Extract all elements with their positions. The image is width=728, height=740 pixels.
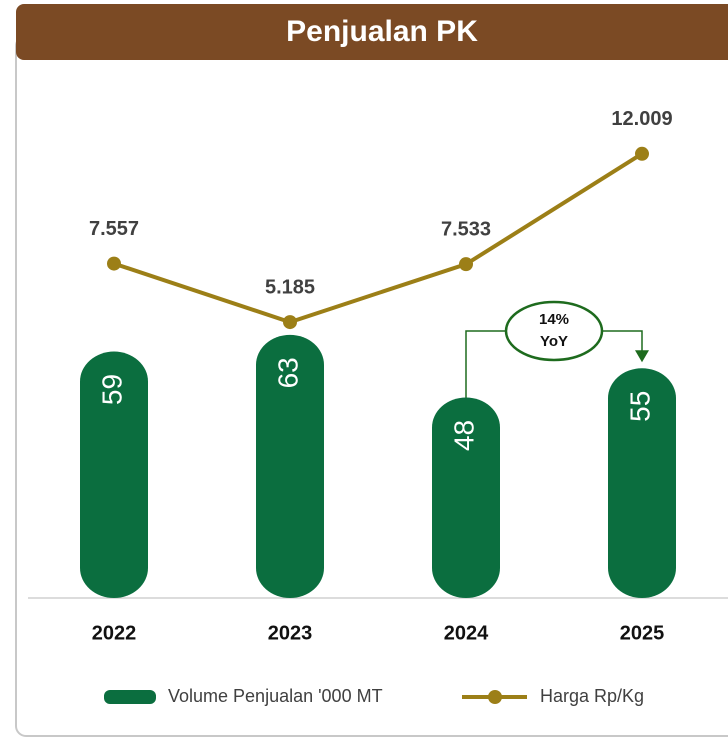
line-value-label: 12.009 [611,108,672,130]
bar [80,351,148,598]
bar-value-label: 59 [96,374,127,405]
x-tick-label: 2024 [444,622,489,644]
bar [432,397,500,598]
chart-title: Penjualan PK [286,15,478,48]
bar-value-label: 55 [624,391,655,422]
title-banner [16,4,728,60]
x-tick-label: 2023 [268,622,313,644]
line-value-label: 5.185 [265,276,315,298]
line-value-label: 7.557 [89,218,139,240]
bar-value-label: 48 [448,420,479,451]
line-marker [635,146,649,161]
bar [608,368,676,598]
line-marker [283,315,297,330]
legend-label: Harga Rp/Kg [540,686,644,706]
legend-label: Volume Penjualan '000 MT [168,686,383,706]
line-marker [459,257,473,272]
annotation-bubble [504,300,604,362]
legend-swatch-marker [488,690,502,704]
annotation-text: 14% [539,311,569,328]
annotation-arrow [635,350,649,363]
x-tick-label: 2025 [620,622,665,644]
line-value-label: 7.533 [441,218,491,240]
annotation-text: YoY [540,333,568,350]
x-tick-label: 2022 [92,622,137,644]
line [113,152,644,325]
legend-swatch [104,690,156,704]
bar-value-label: 63 [272,357,303,388]
line-marker [107,256,121,271]
bar [256,334,324,598]
